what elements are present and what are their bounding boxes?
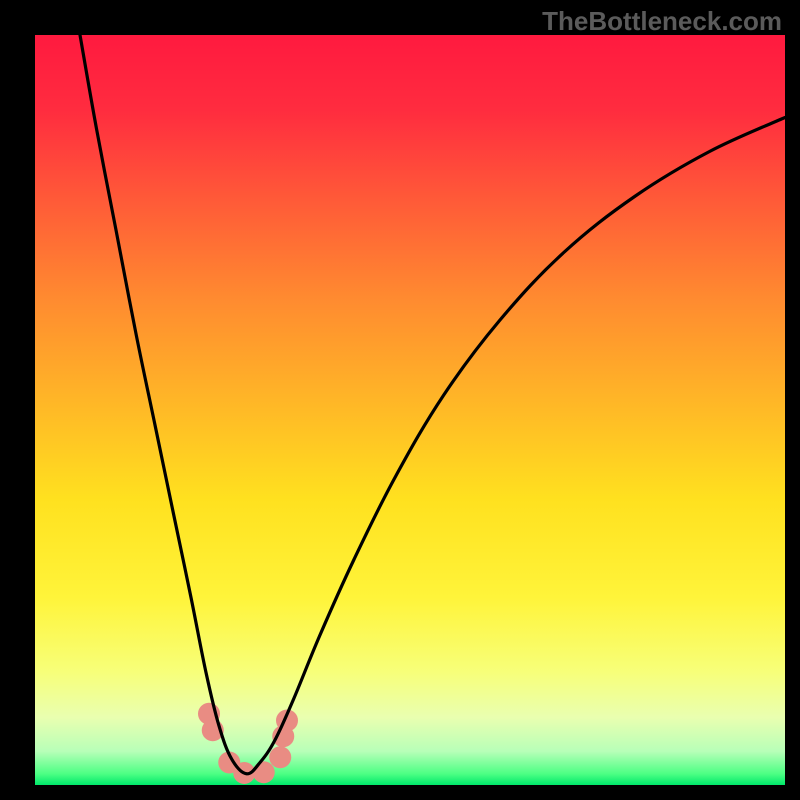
curve-layer (35, 35, 785, 785)
bottleneck-curve (80, 35, 785, 774)
data-point-marker (269, 746, 291, 768)
data-point-marker (253, 761, 275, 783)
plot-area (35, 35, 785, 785)
watermark-label: TheBottleneck.com (542, 6, 782, 37)
chart-frame: TheBottleneck.com (0, 0, 800, 800)
